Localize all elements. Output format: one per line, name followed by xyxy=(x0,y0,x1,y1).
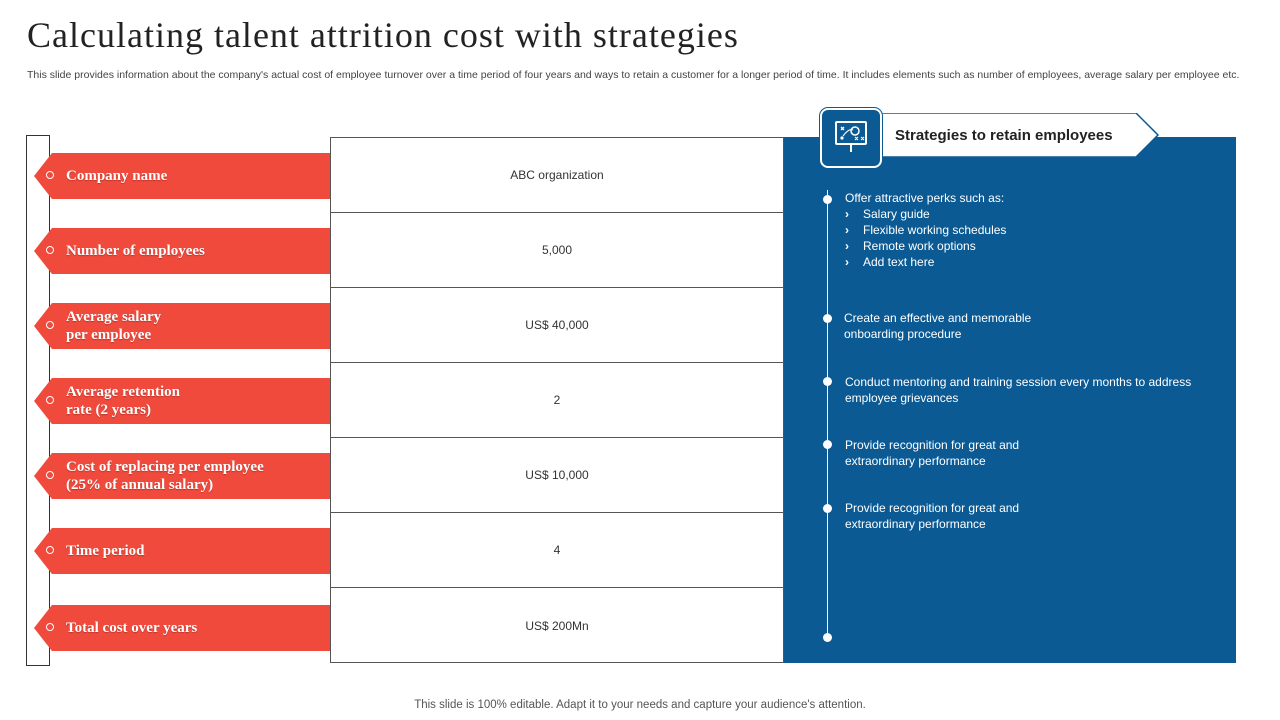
label-text: Total cost over years xyxy=(66,620,198,636)
perk-item: Add text here xyxy=(845,254,1006,270)
label-text: Number of employees xyxy=(66,243,205,259)
label-text: Company name xyxy=(66,168,168,184)
value-cell-replacement-cost: US$ 10,000 xyxy=(331,438,783,513)
label-replacement-cost: Cost of replacing per employee (25% of a… xyxy=(34,453,330,499)
strategies-header-title: Strategies to retain employees xyxy=(895,126,1113,144)
perk-item: Remote work options xyxy=(845,238,1006,254)
value-cell-number-of-employees: 5,000 xyxy=(331,213,783,288)
timeline-dot xyxy=(823,377,832,386)
value-cell-average-salary: US$ 40,000 xyxy=(331,288,783,363)
label-total-cost: Total cost over years xyxy=(34,605,330,651)
label-text: Average retention rate (2 years) xyxy=(66,384,180,418)
header-arrow-shape xyxy=(852,113,1160,157)
label-time-period: Time period xyxy=(34,528,330,574)
strategy-item: Provide recognition for great and extrao… xyxy=(845,501,1020,531)
perk-item: Flexible working schedules xyxy=(845,222,1006,238)
label-text: Cost of replacing per employee (25% of a… xyxy=(66,459,264,493)
perks-list: Salary guide Flexible working schedules … xyxy=(845,206,1006,270)
value-cell-time-period: 4 xyxy=(331,513,783,588)
strategy-item: Create an effective and memorable onboar… xyxy=(844,311,1032,341)
timeline-dot xyxy=(823,504,832,513)
strategy-item: Provide recognition for great and extrao… xyxy=(845,438,1020,468)
page-subtitle: This slide provides information about th… xyxy=(27,69,1240,81)
value-text: 2 xyxy=(553,393,561,407)
value-cell-retention-rate: 2 xyxy=(331,363,783,438)
strategies-header: Strategies to retain employees xyxy=(852,113,1160,157)
values-table: ABC organization 5,000 US$ 40,000 2 US$ … xyxy=(330,137,784,663)
footer-note: This slide is 100% editable. Adapt it to… xyxy=(414,699,866,711)
strategy-board-icon-graphic xyxy=(835,121,867,152)
value-cell-total-cost: US$ 200Mn xyxy=(331,588,783,663)
label-company-name: Company name xyxy=(34,153,330,199)
timeline-dot xyxy=(823,440,832,449)
strategy-board-icon xyxy=(820,108,882,168)
strategy-item: Conduct mentoring and training session e… xyxy=(845,375,1192,405)
label-text: Average salary per employee xyxy=(66,309,162,343)
timeline-dot xyxy=(823,633,832,642)
value-text: 5,000 xyxy=(541,243,573,257)
page-title: Calculating talent attrition cost with s… xyxy=(27,15,739,55)
label-average-salary: Average salary per employee xyxy=(34,303,330,349)
timeline-line xyxy=(827,190,828,638)
strategy-text: Offer attractive perks such as: xyxy=(845,191,1005,205)
label-text: Time period xyxy=(66,543,145,559)
strategy-item: Offer attractive perks such as: Salary g… xyxy=(845,190,1006,270)
timeline-dot xyxy=(823,314,832,323)
value-text: 4 xyxy=(553,543,561,557)
value-text: US$ 40,000 xyxy=(525,318,589,332)
timeline-dot xyxy=(823,195,832,204)
value-text: US$ 200Mn xyxy=(525,618,589,633)
value-text: US$ 10,000 xyxy=(525,468,589,482)
perk-item: Salary guide xyxy=(845,206,1006,222)
label-retention-rate: Average retention rate (2 years) xyxy=(34,378,330,424)
value-text: ABC organization xyxy=(510,168,604,182)
label-number-of-employees: Number of employees xyxy=(34,228,330,274)
value-cell-company-name: ABC organization xyxy=(331,138,783,213)
